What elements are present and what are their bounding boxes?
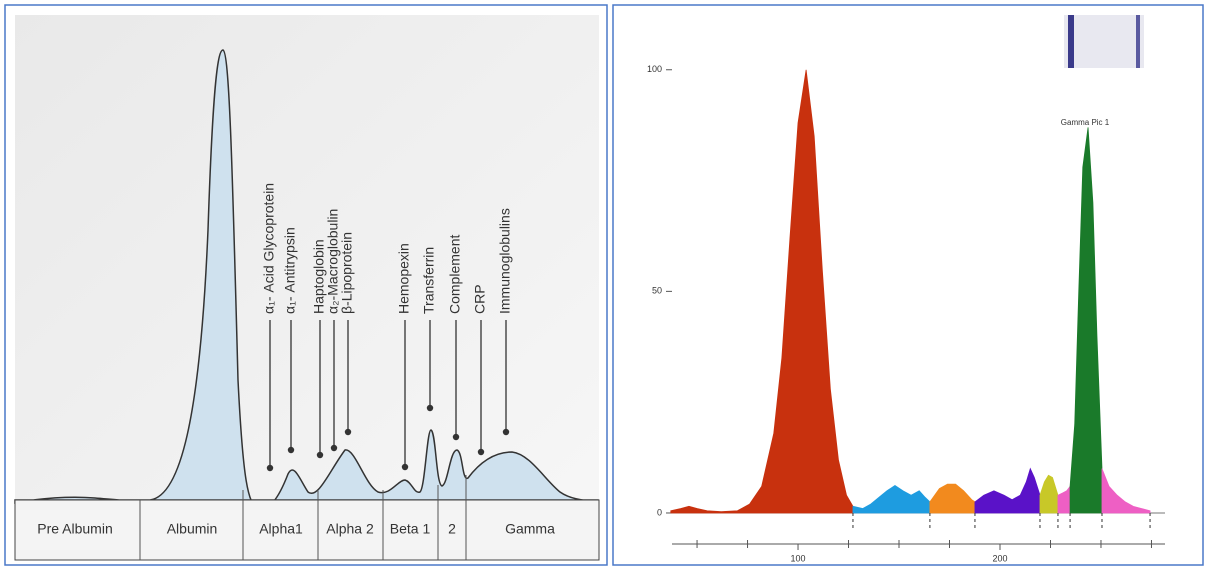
annotation: Gamma Pic 1 — [1061, 118, 1110, 127]
fraction-label: Alpha 2 — [326, 521, 374, 537]
fraction-dividers — [139, 475, 467, 560]
pointer-dot — [426, 404, 434, 412]
fraction-bar — [14, 499, 600, 561]
pointer-dot — [502, 428, 510, 436]
gel-band — [1068, 15, 1074, 68]
peak-area — [1101, 468, 1151, 514]
protein-label: α₂-Macroglobulin — [325, 209, 341, 314]
pointer-dot — [316, 451, 324, 459]
fraction-label: Albumin — [167, 521, 218, 537]
peak-area — [929, 483, 976, 514]
fraction-label: Gamma — [505, 521, 555, 537]
pointer-dot — [330, 444, 338, 452]
gel-strip — [1064, 15, 1144, 68]
pointer-dot — [266, 464, 274, 472]
gel-band — [1136, 15, 1140, 68]
x-tick-label: 100 — [791, 553, 806, 563]
y-tick-label: 0 — [657, 507, 662, 517]
protein-label: α₁- Antitrypsin — [282, 227, 298, 314]
protein-label: Immunoglobulins — [497, 208, 513, 314]
gel-background — [1064, 15, 1144, 68]
protein-label: Complement — [447, 235, 463, 314]
fraction-label: Beta 1 — [390, 521, 431, 537]
pointer-dot — [401, 463, 409, 471]
protein-label: CRP — [472, 284, 488, 314]
right-panel — [612, 4, 1204, 566]
protein-curve — [14, 49, 599, 510]
peak-area — [1069, 127, 1103, 514]
protein-label: Haptoglobin — [311, 239, 327, 314]
protein-label: Hemopexin — [396, 243, 412, 314]
protein-label: β-Lipoprotein — [339, 232, 355, 314]
fraction-label: Alpha1 — [259, 521, 303, 537]
fraction-label: 2 — [448, 521, 456, 537]
fraction-label: Pre Albumin — [37, 521, 112, 537]
protein-label: Transferrin — [421, 247, 437, 314]
peak-area — [1039, 474, 1059, 514]
pointer-dot — [452, 433, 460, 441]
pointer-dot — [287, 446, 295, 454]
pointer-dot — [477, 448, 485, 456]
peak-area — [670, 69, 854, 514]
x-tick-label: 200 — [992, 553, 1007, 563]
y-tick-label: 100 — [647, 64, 662, 74]
pointer-dot — [344, 428, 352, 436]
y-tick-label: 50 — [652, 286, 662, 296]
protein-label: α₁- Acid Glycoprotein — [261, 183, 277, 314]
